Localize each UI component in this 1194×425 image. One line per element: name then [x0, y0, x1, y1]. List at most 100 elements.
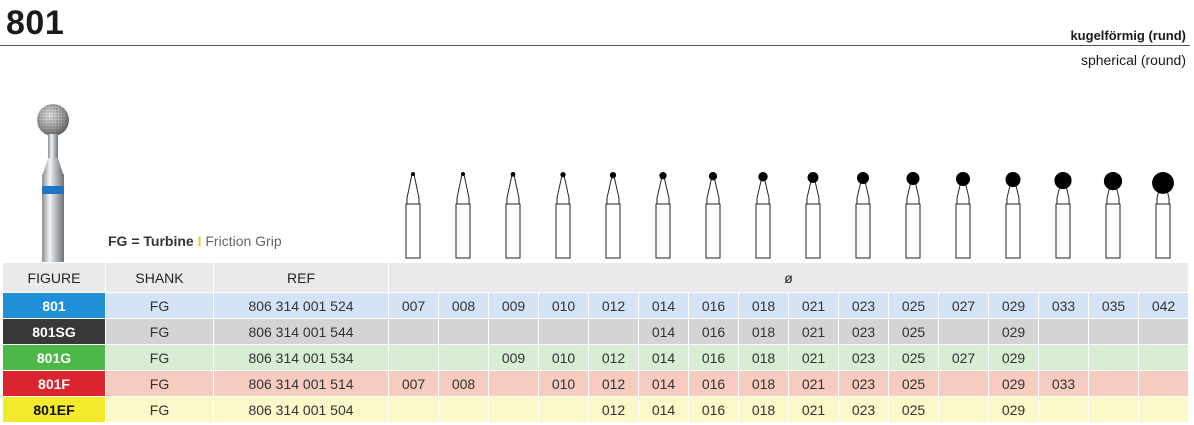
title-rule — [0, 45, 1190, 46]
specs-table: FIGURE SHANK REF ø 801 FG 806 314 001 524 0… — [2, 262, 1189, 423]
size-cell — [1088, 344, 1139, 371]
size-cell — [1138, 318, 1189, 345]
size-diagram-010 — [555, 172, 571, 259]
size-cell: 021 — [788, 344, 839, 371]
size-cell: 025 — [888, 396, 939, 423]
size-cell: 010 — [538, 370, 589, 397]
size-cell: 021 — [788, 396, 839, 423]
size-cell — [1038, 318, 1089, 345]
size-cell — [1088, 318, 1139, 345]
size-diagram-016 — [705, 172, 721, 259]
size-diagram-042 — [1152, 172, 1174, 259]
header-row: FIGURE SHANK REF ø — [2, 262, 1189, 293]
ref-cell: 806 314 001 534 — [213, 344, 389, 371]
size-cell: 018 — [738, 318, 789, 345]
size-cell — [1138, 396, 1189, 423]
size-cell: 023 — [838, 344, 889, 371]
size-cell — [438, 344, 489, 371]
size-cell: 025 — [888, 292, 939, 319]
size-cell: 029 — [988, 370, 1039, 397]
size-cell: 016 — [688, 292, 739, 319]
shank-cell: FG — [105, 318, 214, 345]
size-cell: 023 — [838, 318, 889, 345]
ref-cell: 806 314 001 514 — [213, 370, 389, 397]
shank-note-code: FG = Turbine — [108, 233, 194, 249]
size-cell: 029 — [988, 318, 1039, 345]
product-number: 801 — [6, 4, 65, 42]
figure-cell: 801SG — [2, 318, 106, 345]
size-cell: 012 — [588, 396, 639, 423]
size-cell: 016 — [688, 370, 739, 397]
size-diagram-025 — [905, 172, 921, 259]
size-cell — [588, 318, 639, 345]
size-cell: 016 — [688, 318, 739, 345]
table-row: 801 FG 806 314 001 524 007 008 009 010 012 014 01… — [2, 292, 1189, 319]
figure-cell: 801EF — [2, 396, 106, 423]
size-cell: 007 — [388, 292, 439, 319]
shank-note-desc: Friction Grip — [205, 233, 282, 249]
size-cell: 009 — [488, 292, 539, 319]
shank-cell: FG — [105, 396, 214, 423]
size-diagram-012 — [605, 172, 621, 259]
size-cell — [1038, 344, 1089, 371]
size-cell — [938, 318, 989, 345]
size-cell: 025 — [888, 344, 939, 371]
size-cell: 021 — [788, 292, 839, 319]
table-row: 801F FG 806 314 001 514 007 008 010 012 014 016 0… — [2, 370, 1189, 397]
size-cell: 007 — [388, 370, 439, 397]
table-row: 801EF FG 806 314 001 504 012 014 016 018 021 023… — [2, 396, 1189, 423]
size-cell — [938, 370, 989, 397]
size-cell: 018 — [738, 292, 789, 319]
size-cell — [488, 318, 539, 345]
figure-cell: 801 — [2, 292, 106, 319]
size-cell: 016 — [688, 396, 739, 423]
size-diagram-021 — [805, 172, 821, 259]
size-cell: 014 — [638, 318, 689, 345]
size-cell — [388, 344, 439, 371]
size-diagram-023 — [855, 172, 871, 259]
size-cell — [1088, 396, 1139, 423]
size-cell: 023 — [838, 370, 889, 397]
header-shank: SHANK — [105, 262, 214, 293]
size-cell: 025 — [888, 318, 939, 345]
shank-note-separator: I — [197, 233, 202, 249]
size-cell — [388, 396, 439, 423]
header-diameter: ø — [388, 262, 1189, 293]
size-cell — [438, 396, 489, 423]
size-cell — [938, 396, 989, 423]
size-diagram-033 — [1054, 172, 1072, 259]
size-cell: 008 — [438, 292, 489, 319]
size-diagram-035 — [1103, 172, 1123, 259]
header-figure: FIGURE — [2, 262, 106, 293]
shape-english: spherical (round) — [1080, 52, 1186, 68]
size-cell: 008 — [438, 370, 489, 397]
header-ref: REF — [213, 262, 389, 293]
size-cell: 029 — [988, 396, 1039, 423]
size-cell: 018 — [738, 370, 789, 397]
size-cell: 016 — [688, 344, 739, 371]
size-cell: 009 — [488, 344, 539, 371]
size-cell: 027 — [938, 292, 989, 319]
ref-cell: 806 314 001 524 — [213, 292, 389, 319]
size-cell — [488, 396, 539, 423]
size-cell — [1138, 344, 1189, 371]
ref-cell: 806 314 001 504 — [213, 396, 389, 423]
shape-german: kugelförmig (rund) — [1070, 28, 1186, 43]
size-cell: 014 — [638, 344, 689, 371]
figure-cell: 801G — [2, 344, 106, 371]
size-cell: 025 — [888, 370, 939, 397]
size-cell: 014 — [638, 292, 689, 319]
shank-cell: FG — [105, 370, 214, 397]
size-cell: 023 — [838, 292, 889, 319]
size-cell: 035 — [1088, 292, 1139, 319]
table-row: 801SG FG 806 314 001 544 014 016 018 021 023 025… — [2, 318, 1189, 345]
size-cell — [1038, 396, 1089, 423]
size-cell: 029 — [988, 344, 1039, 371]
size-diagram-009 — [505, 172, 521, 259]
size-diagram-008 — [455, 172, 471, 259]
shank-cell: FG — [105, 344, 214, 371]
size-cell — [388, 318, 439, 345]
size-cell: 010 — [538, 292, 589, 319]
figure-cell: 801F — [2, 370, 106, 397]
size-diagram-027 — [955, 172, 971, 259]
